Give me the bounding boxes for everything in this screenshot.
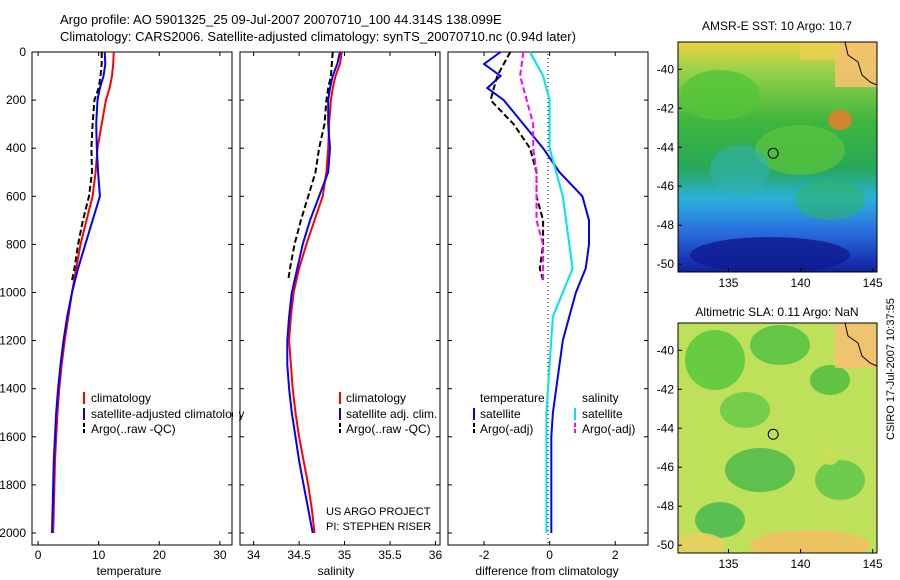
legend-clip-mask: [233, 395, 239, 440]
depth-tick-label: 1000: [0, 285, 26, 299]
map-y-tick-label: -48: [657, 218, 675, 232]
sla-map-frame: [677, 322, 878, 554]
figure-title-line1: Argo profile: AO 5901325_25 09-Jul-2007 …: [60, 12, 502, 27]
series-line: [286, 51, 341, 534]
x-tick-label: 10: [92, 548, 106, 562]
x-tick-label: 34.5: [287, 548, 311, 562]
legend-label: Argo(..raw -QC): [91, 422, 176, 436]
temperature-x-ticks: 0 10 20 30: [35, 52, 227, 562]
x-tick-label: 36: [429, 548, 443, 562]
sst-map-frame: [677, 41, 878, 273]
map-y-tick-label: -42: [657, 101, 675, 115]
x-tick-label: 35: [338, 548, 352, 562]
salinity-axis-label: salinity: [318, 564, 355, 578]
salinity-x-ticks: 34 34.5 35 35.5 36: [247, 52, 442, 562]
series-line: [529, 51, 574, 533]
salinity-panel-frame: [239, 51, 441, 546]
legend-label: Argo(-adj): [480, 422, 533, 436]
depth-tick-label: 0: [19, 45, 26, 59]
map-y-tick-label: -42: [657, 382, 675, 396]
sla-map-title: Altimetric SLA: 0.11 Argo: NaN: [695, 305, 858, 319]
temperature-axis-label: temperature: [97, 564, 162, 578]
difference-x-ticks: -2 0 2: [479, 52, 619, 562]
legend-label: satellite adj. clim.: [346, 407, 437, 421]
x-tick-label: -2: [479, 548, 490, 562]
legend-label: climatology: [346, 391, 406, 405]
project-annotation-line2: PI: STEPHEN RISER: [326, 521, 431, 533]
salinity-lines: [286, 51, 343, 534]
coastline: [844, 323, 877, 367]
depth-tick-label: 1400: [0, 382, 26, 396]
legend-label: satellite: [480, 407, 521, 421]
map-y-tick-label: -40: [657, 62, 675, 76]
series-line: [71, 52, 103, 281]
series-line: [52, 51, 115, 534]
temperature-lines: [51, 51, 115, 534]
map-x-tick-label: 140: [791, 276, 811, 290]
map-y-tick-label: -44: [657, 421, 675, 435]
map-x-tick-label: 145: [863, 276, 883, 290]
difference-legend: temperature satellite Argo(-adj) salinit…: [473, 391, 635, 436]
map-y-tick-label: -44: [657, 140, 675, 154]
map-y-tick-label: -50: [657, 538, 675, 552]
coastline: [844, 42, 877, 86]
depth-tick-label: 200: [6, 93, 26, 107]
map-x-tick-label: 140: [791, 557, 811, 571]
x-tick-label: 2: [612, 548, 619, 562]
salinity-legend: climatology satellite adj. clim. Argo(..…: [339, 391, 437, 436]
map-y-tick-label: -46: [657, 460, 675, 474]
map-y-tick-label: -46: [657, 179, 675, 193]
sst-patches: [680, 42, 877, 272]
map-y-tick-label: -50: [657, 257, 675, 271]
map-y-tick-label: -40: [657, 343, 675, 357]
legend-label: Argo(-adj): [582, 422, 635, 436]
argo-location-marker: [767, 147, 779, 159]
depth-tick-label: 1600: [0, 430, 26, 444]
series-line: [482, 51, 590, 533]
sla-patches: [678, 323, 877, 553]
legend-label: salinity: [582, 391, 619, 405]
series-line: [288, 51, 343, 534]
depth-tick-label: 400: [6, 141, 26, 155]
temperature-legend: climatology satellite-adjusted climatolo…: [83, 391, 244, 436]
project-annotation-line1: US ARGO PROJECT: [326, 506, 431, 518]
depth-tick-label: 2000: [0, 526, 26, 540]
sst-map-ticks: 135 140 145 -40 -42 -44 -46 -48 -50: [657, 62, 883, 290]
legend-label: temperature: [480, 391, 545, 405]
depth-tick-label: 1800: [0, 478, 26, 492]
x-tick-label: 34: [247, 548, 261, 562]
legend-label: Argo(..raw -QC): [346, 422, 431, 436]
legend-label: satellite-adjusted climatology: [91, 407, 244, 421]
sst-map: [678, 42, 877, 272]
argo-location-marker: [767, 428, 779, 440]
depth-tick-label: 1200: [0, 334, 26, 348]
figure-title-line2: Climatology: CARS2006. Satellite-adjuste…: [60, 29, 576, 44]
difference-axis-label: difference from climatology: [475, 564, 618, 578]
sla-map-ticks: 135 140 145 -40 -42 -44 -46 -48 -50: [657, 343, 883, 571]
depth-tick-label: 600: [6, 189, 26, 203]
x-tick-label: 0: [35, 548, 42, 562]
x-tick-label: 20: [153, 548, 167, 562]
map-x-tick-label: 145: [863, 557, 883, 571]
temperature-panel-frame: [31, 51, 233, 546]
x-tick-label: 35.5: [378, 548, 402, 562]
map-x-tick-label: 135: [718, 557, 738, 571]
map-x-tick-label: 135: [718, 276, 738, 290]
sst-map-title: AMSR-E SST: 10 Argo: 10.7: [702, 19, 852, 33]
x-tick-label: 30: [213, 548, 227, 562]
series-line: [519, 51, 545, 281]
side-timestamp: CSIRO 17-Jul-2007 10:37:55: [885, 298, 897, 440]
difference-lines: [482, 51, 590, 543]
legend-label: satellite: [582, 407, 623, 421]
depth-tick-label: 800: [6, 237, 26, 251]
depth-axis-ticks: 0 200 400 600 800 1000 1200 1400 1600 1800 2000: [0, 45, 648, 540]
sla-map: [678, 323, 877, 553]
series-line: [51, 51, 107, 534]
legend-label: climatology: [91, 391, 151, 405]
map-y-tick-label: -48: [657, 499, 675, 513]
x-tick-label: 0: [546, 548, 553, 562]
